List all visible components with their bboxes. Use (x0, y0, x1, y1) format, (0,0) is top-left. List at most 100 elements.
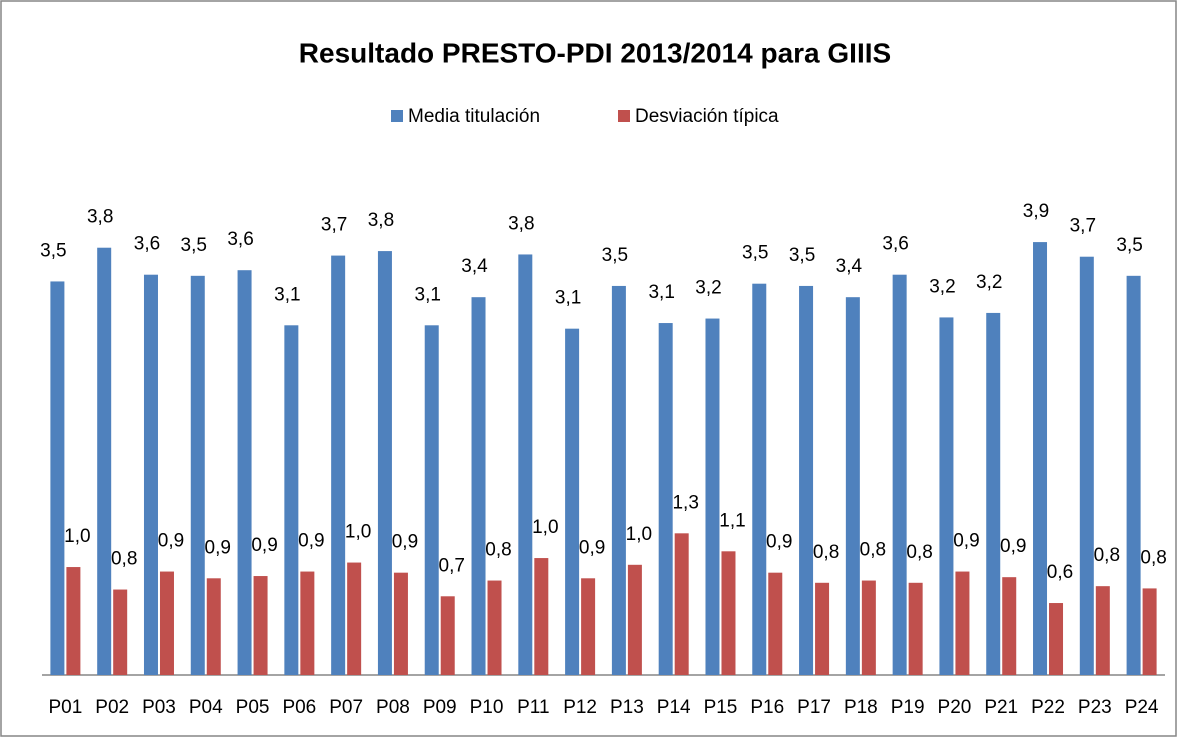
data-label: 3,2 (695, 278, 721, 299)
data-label: 1,0 (626, 524, 652, 545)
data-label: 3,5 (181, 235, 207, 256)
bar (518, 254, 533, 676)
legend-swatch (391, 110, 403, 122)
bar (393, 572, 408, 675)
data-label: 3,8 (368, 210, 394, 231)
bar (159, 571, 174, 675)
bar (471, 297, 486, 675)
x-tick-label: P06 (282, 697, 316, 718)
x-tick-label: P03 (142, 697, 176, 718)
x-tick-label: P18 (844, 697, 878, 718)
x-tick-label: P07 (329, 697, 363, 718)
data-label: 0,9 (953, 531, 979, 552)
bar (1126, 275, 1141, 675)
legend-label: Media titulación (408, 106, 540, 127)
data-label: 3,6 (882, 234, 908, 255)
x-tick-label: P13 (610, 697, 644, 718)
bar (908, 582, 923, 675)
x-tick-label: P11 (517, 697, 549, 718)
x-tick-label: P20 (938, 697, 972, 718)
bar (721, 551, 736, 675)
data-label: 3,4 (836, 256, 863, 277)
data-label: 0,9 (298, 531, 324, 552)
data-label: 0,7 (439, 555, 465, 576)
bar (799, 285, 814, 675)
data-label: 0,8 (1140, 547, 1166, 568)
bar (658, 323, 673, 675)
bar (331, 255, 346, 676)
data-label: 0,9 (766, 532, 792, 553)
data-label: 3,5 (789, 245, 815, 266)
data-label: 0,9 (579, 537, 605, 558)
data-label: 3,1 (648, 282, 674, 303)
bar (815, 582, 830, 675)
data-label: 3,6 (134, 234, 160, 255)
x-tick-label: P04 (189, 697, 223, 718)
bar (986, 312, 1001, 675)
data-label: 0,8 (813, 542, 839, 563)
x-tick-label: P08 (376, 697, 410, 718)
legend-swatch (618, 110, 630, 122)
bar (861, 580, 876, 675)
data-label: 3,8 (87, 207, 113, 228)
x-tick-label: P12 (563, 697, 597, 718)
data-label: 0,6 (1047, 562, 1073, 583)
data-label: 3,5 (602, 245, 628, 266)
bar (50, 281, 65, 675)
bar (752, 283, 767, 675)
data-label: 3,5 (40, 240, 66, 261)
data-label: 1,1 (719, 510, 745, 531)
bar (892, 274, 907, 675)
bar (1142, 588, 1157, 675)
data-label: 3,2 (929, 276, 955, 297)
data-label: 0,8 (1094, 545, 1120, 566)
bar (534, 558, 549, 675)
x-tick-label: P19 (891, 697, 925, 718)
bar (190, 275, 205, 675)
bar (565, 328, 580, 675)
bar (253, 576, 268, 675)
bar (768, 572, 783, 675)
bar (487, 580, 502, 675)
bar (424, 325, 439, 675)
data-label: 0,8 (111, 549, 137, 570)
data-label: 3,5 (742, 243, 768, 264)
bar (674, 533, 689, 675)
data-label: 3,5 (1116, 235, 1142, 256)
data-label: 0,8 (906, 542, 932, 563)
bar (611, 285, 626, 675)
data-label: 3,1 (274, 284, 300, 305)
x-tick-label: P01 (48, 697, 82, 718)
bar (377, 251, 392, 675)
data-label: 3,4 (461, 256, 488, 277)
x-tick-label: P02 (95, 697, 129, 718)
data-label: 3,7 (321, 215, 347, 236)
bar (143, 274, 158, 675)
data-label: 0,9 (392, 532, 418, 553)
x-tick-label: P09 (423, 697, 457, 718)
x-tick-label: P17 (797, 697, 831, 718)
bar (347, 562, 362, 675)
bar (581, 578, 596, 675)
bar (1049, 603, 1064, 675)
data-label: 0,9 (1000, 536, 1026, 557)
bar (955, 571, 970, 675)
legend-label: Desviación típica (635, 106, 779, 127)
x-tick-label: P14 (657, 697, 691, 718)
x-tick-label: P23 (1078, 697, 1112, 718)
bar (705, 318, 720, 675)
data-label: 0,8 (485, 540, 511, 561)
data-label: 0,9 (158, 531, 184, 552)
bar (1002, 577, 1017, 675)
bar (237, 270, 252, 675)
bar (939, 317, 954, 675)
data-label: 3,1 (415, 284, 441, 305)
data-label: 3,9 (1023, 201, 1049, 222)
data-label: 3,1 (555, 288, 581, 309)
bar (845, 297, 860, 675)
bar (627, 564, 642, 675)
bar (97, 247, 112, 675)
data-label: 0,8 (860, 540, 886, 561)
x-tick-label: P15 (704, 697, 738, 718)
